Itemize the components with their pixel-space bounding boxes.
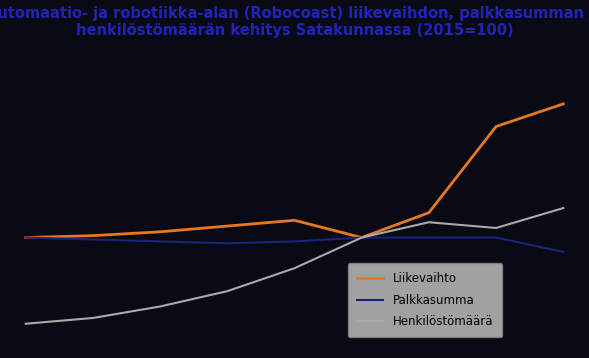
Title: Automaatio- ja robotiikka-alan (Robocoast) liikevaihdon, palkkasumman ja
henkilö: Automaatio- ja robotiikka-alan (Robocoas… [0,6,589,38]
Legend: Liikevaihto, Palkkasumma, Henkilöstömäärä: Liikevaihto, Palkkasumma, Henkilöstömäär… [348,263,502,337]
